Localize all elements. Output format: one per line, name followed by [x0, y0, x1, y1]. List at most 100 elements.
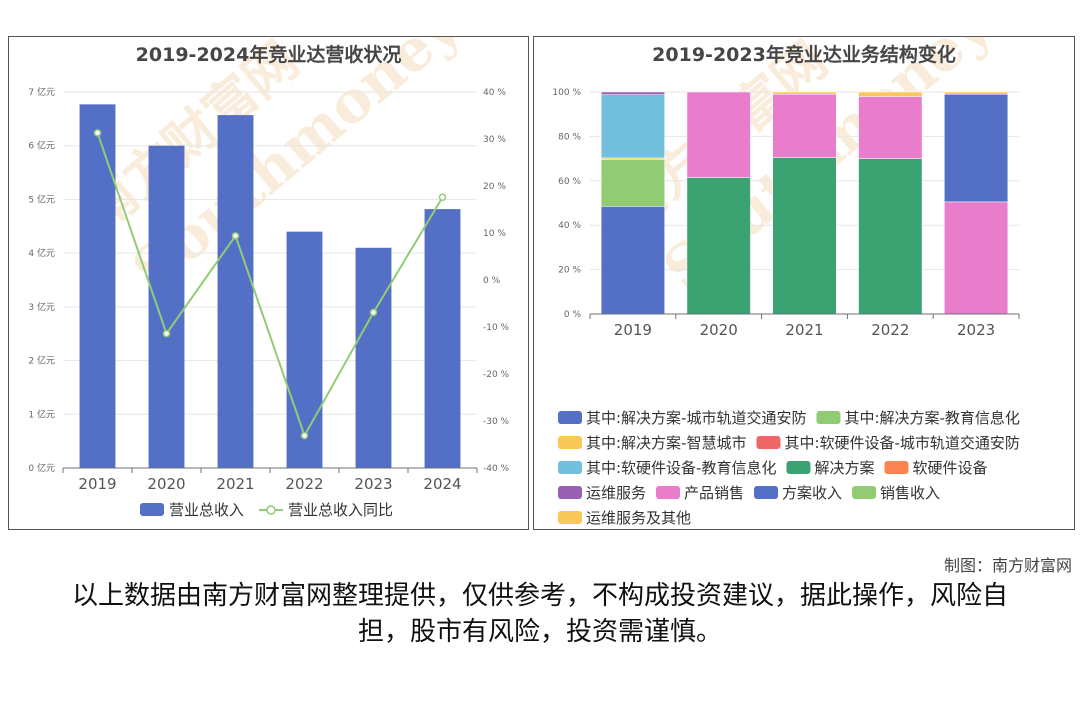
legend-swatch-revenue	[140, 503, 164, 516]
legend-swatch	[852, 486, 877, 499]
legend-swatch	[754, 486, 779, 499]
legend-label-yoy: 营业总收入同比	[288, 501, 393, 519]
legend-swatch	[558, 436, 582, 449]
segment-2023-11	[944, 91, 1009, 95]
disclaimer-text: 以上数据由南方财富网整理提供，仅供参考，不构成投资建议，据此操作，风险自担，股市…	[71, 581, 1008, 647]
legend-swatch	[558, 511, 582, 524]
segment-2023-8	[944, 201, 1009, 315]
y-left-tick-label: 5 亿元	[28, 193, 55, 205]
legend-label: 方案收入	[782, 484, 842, 502]
y-left-tick-label: 2 亿元	[28, 355, 55, 367]
chart-title: 2019-2023年竞业达业务结构变化	[652, 43, 956, 66]
legend-swatch	[558, 411, 582, 424]
y-right-tick-label: 20 %	[483, 182, 506, 192]
legend-label: 运维服务	[586, 484, 646, 502]
y-tick-label: 40 %	[558, 221, 581, 231]
bar-2021	[217, 115, 254, 469]
legend: 其中:解决方案-城市轨道交通安防 其中:解决方案-教育信息化其中:解决方案-智慧城…	[558, 409, 1020, 527]
yoy-point-2020	[162, 329, 171, 338]
legend-label: 软硬件设备	[912, 459, 987, 477]
x-tick-label: 2019	[78, 475, 116, 493]
x-tick-label: 2023	[957, 321, 995, 339]
legend-label: 其中:软硬件设备-城市轨道交通安防	[784, 434, 1019, 452]
segment-2019-2	[600, 157, 665, 160]
segment-2021-5	[772, 157, 837, 315]
segment-2020-5	[686, 177, 751, 315]
yoy-line	[96, 132, 444, 439]
legend-label: 运维服务及其他	[586, 509, 691, 527]
legend-swatch	[656, 486, 681, 499]
segment-2020-8	[686, 91, 751, 178]
segment-2019-1	[600, 159, 665, 207]
y-right-tick-label: 0 %	[483, 276, 501, 286]
chart-title: 2019-2024年竞业达营收状况	[136, 43, 402, 66]
legend-swatch	[786, 461, 811, 474]
y-right-tick-label: -30 %	[483, 417, 510, 427]
yoy-point-2023	[369, 308, 378, 317]
y-right-tick-label: -20 %	[483, 370, 510, 380]
x-tick-label: 2022	[285, 475, 323, 493]
legend-label: 销售收入	[880, 484, 940, 502]
legend-label: 其中:解决方案-智慧城市	[586, 434, 746, 452]
x-tick-label: 2021	[785, 321, 823, 339]
legend-label: 产品销售	[684, 484, 744, 502]
legend-label: 其中:解决方案-教育信息化	[844, 409, 1019, 427]
bar-2024	[424, 209, 461, 468]
legend-swatch	[558, 461, 582, 474]
legend-swatch	[558, 486, 582, 499]
segment-2022-5	[858, 158, 923, 315]
bar-2019	[79, 104, 116, 469]
yoy-point-2022	[300, 431, 309, 440]
structure-chart: Southmoney.com南方财富网2019-2023年竞业达业务结构变化0 …	[552, 37, 1074, 527]
x-tick-label: 2020	[147, 475, 185, 493]
y-left-tick-label: 6 亿元	[28, 140, 55, 152]
legend-label-revenue: 营业总收入	[169, 501, 244, 519]
legend-label: 其中:解决方案-城市轨道交通安防	[586, 409, 806, 427]
bar-2022	[286, 231, 323, 468]
x-tick-label: 2021	[216, 475, 254, 493]
y-left-tick-label: 4 亿元	[28, 247, 55, 259]
structure-chart-panel: Southmoney.com南方财富网2019-2023年竞业达业务结构变化0 …	[533, 36, 1075, 530]
bar-2020	[148, 145, 185, 468]
y-right-tick-label: -10 %	[483, 323, 510, 333]
x-tick-label: 2024	[423, 475, 461, 493]
x-tick-label: 2020	[700, 321, 738, 339]
segment-2021-8	[772, 93, 837, 158]
legend-label: 其中:软硬件设备-教育信息化	[586, 459, 776, 477]
y-right-tick-label: -40 %	[483, 464, 510, 474]
x-tick-label: 2019	[614, 321, 652, 339]
legend-swatch-yoy-marker	[266, 505, 276, 515]
yoy-point-2024	[438, 193, 447, 202]
bar-2023	[355, 247, 392, 468]
y-right-tick-label: 30 %	[483, 135, 506, 145]
y-tick-label: 20 %	[558, 266, 581, 276]
yoy-point-2019	[93, 129, 102, 137]
chart-credit: 制图：南方财富网	[943, 556, 1072, 575]
y-tick-label: 80 %	[558, 132, 581, 142]
segment-2019-0	[600, 206, 665, 315]
y-tick-label: 0 %	[564, 310, 582, 320]
y-tick-label: 100 %	[552, 88, 581, 98]
legend-label: 解决方案	[814, 459, 874, 477]
y-left-tick-label: 3 亿元	[28, 301, 55, 313]
y-tick-label: 60 %	[558, 177, 581, 187]
revenue-chart-panel: Southmoney.com 南方财富网 2019-2024年竞业达营收状况 0 亿元…	[8, 36, 529, 530]
y-left-tick-label: 1 亿元	[28, 408, 55, 420]
segment-2022-8	[858, 96, 923, 159]
legend-swatch	[756, 436, 781, 449]
x-tick-label: 2022	[871, 321, 909, 339]
y-left-tick-label: 0 亿元	[28, 462, 55, 474]
yoy-point-2021	[231, 232, 240, 240]
segment-2019-7	[600, 91, 665, 95]
legend: 营业总收入 营业总收入同比	[140, 501, 393, 519]
legend-swatch	[884, 461, 909, 474]
segment-2021-11	[772, 91, 837, 95]
segment-2019-4	[600, 94, 665, 159]
y-right-tick-label: 40 %	[483, 88, 506, 98]
segment-2023-9	[944, 93, 1009, 203]
segment-2022-11	[858, 91, 923, 97]
y-left-tick-label: 7 亿元	[28, 86, 55, 98]
legend-swatch	[816, 411, 841, 424]
x-tick-label: 2023	[354, 475, 392, 493]
